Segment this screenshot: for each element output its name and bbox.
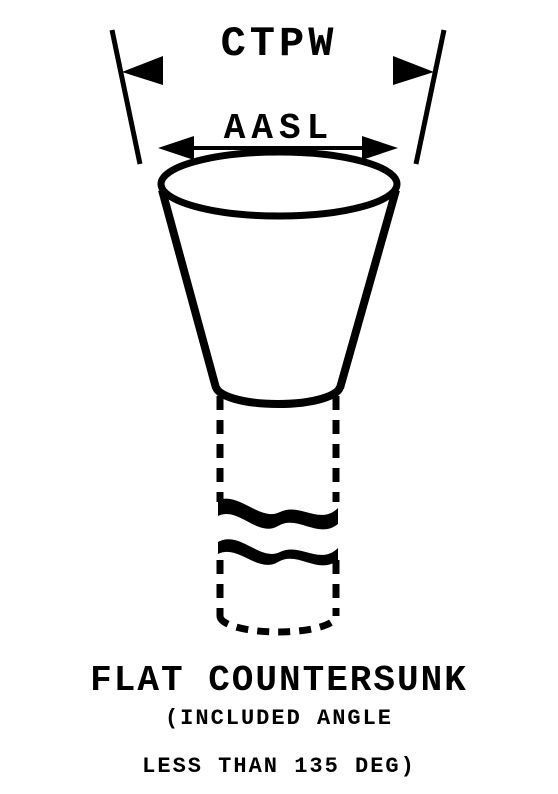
diagram-canvas: CTPW AASL FLAT COUNTERSUNK (INCLUDED ANG… — [0, 0, 558, 794]
break-wave-top — [218, 499, 338, 530]
head-cone-sides — [162, 190, 396, 388]
ctpw-label: CTPW — [0, 20, 558, 68]
aasl-label: AASL — [0, 108, 558, 149]
subtitle-line-2: LESS THAN 135 DEG) — [0, 754, 558, 779]
shaft-sides-lower — [220, 560, 336, 616]
shaft-sides-upper — [220, 396, 336, 502]
subtitle-line-1: (INCLUDED ANGLE — [0, 706, 558, 731]
title-text: FLAT COUNTERSUNK — [0, 660, 558, 701]
break-wave-bottom — [218, 539, 338, 565]
shaft-bottom-arc — [220, 616, 336, 632]
head-top-ellipse — [161, 152, 397, 216]
head-bottom-arc — [216, 386, 340, 404]
